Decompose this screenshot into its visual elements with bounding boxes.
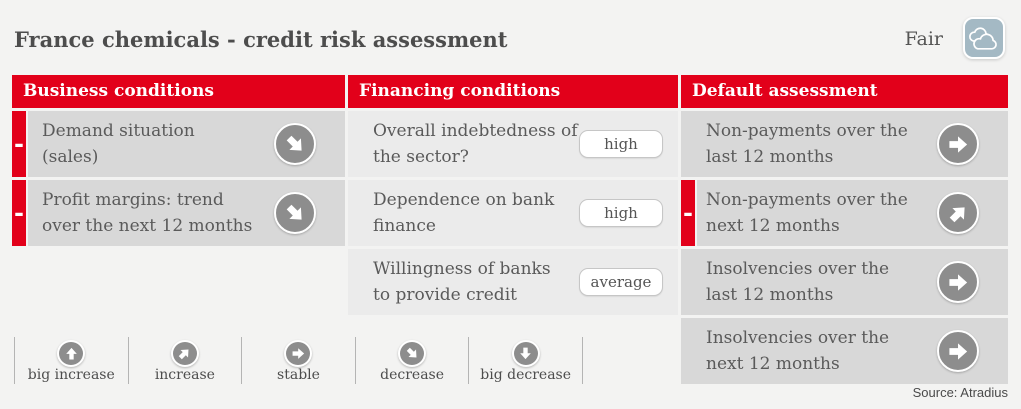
legend-item-big-increase: big increase xyxy=(14,337,128,384)
decrease-icon xyxy=(274,123,316,165)
table-row-nonpayments-last: Non-payments over the last 12 months xyxy=(681,111,1008,177)
increase-icon xyxy=(170,340,199,367)
table-row-profit-margins: - Profit margins: trend over the next 12… xyxy=(12,180,345,246)
table-row-bank-willingness: Willingness of banks to provide credit a… xyxy=(348,249,678,315)
table-row-insolvencies-next: Insolvencies over the next 12 months xyxy=(681,318,1008,384)
stable-icon xyxy=(937,330,979,372)
increase-icon xyxy=(937,192,979,234)
row-label: Non-payments over the last 12 months xyxy=(706,121,908,167)
big-decrease-icon xyxy=(511,340,540,367)
negative-marker: - xyxy=(12,180,26,246)
big-increase-icon xyxy=(57,340,86,367)
row-label: Insolvencies over the next 12 months xyxy=(706,328,890,374)
legend-item-decrease: decrease xyxy=(354,337,469,384)
stable-icon xyxy=(284,340,313,367)
table-row-insolvencies-last: Insolvencies over the last 12 months xyxy=(681,249,1008,315)
stable-icon xyxy=(937,261,979,303)
legend-item-stable: stable xyxy=(241,337,355,384)
table-row-demand-situation: - Demand situation (sales) xyxy=(12,111,345,177)
decrease-icon xyxy=(274,192,316,234)
source-note: Source: Atradius xyxy=(912,385,1008,400)
legend-label: big increase xyxy=(27,367,115,383)
column-default-assessment: Default assessment Non-payments over the… xyxy=(681,75,1008,384)
legend-label: decrease xyxy=(380,367,445,383)
value-badge: high xyxy=(579,199,663,227)
column-header: Default assessment xyxy=(681,75,1008,108)
row-label: Demand situation (sales) xyxy=(42,121,195,167)
row-label: Insolvencies over the last 12 months xyxy=(706,259,890,305)
negative-marker: - xyxy=(12,111,26,177)
page-title: France chemicals - credit risk assessmen… xyxy=(14,27,508,52)
column-business-conditions: Business conditions - Demand situation (… xyxy=(12,75,345,246)
table-row-nonpayments-next: - Non-payments over the next 12 months xyxy=(681,180,1008,246)
negative-marker: - xyxy=(681,180,695,246)
legend-item-big-decrease: big decrease xyxy=(468,337,583,384)
legend-label: big decrease xyxy=(480,367,572,383)
decrease-icon xyxy=(398,340,427,367)
rating-weather-badge xyxy=(963,17,1005,59)
clouds-icon xyxy=(967,23,1001,53)
value-badge: high xyxy=(579,130,663,158)
legend-item-increase: increase xyxy=(127,337,242,384)
legend-label: stable xyxy=(277,367,320,383)
column-header: Financing conditions xyxy=(348,75,678,108)
trend-legend: big increase increase stable decrease bi… xyxy=(14,337,583,384)
column-header: Business conditions xyxy=(12,75,345,108)
legend-label: increase xyxy=(154,367,215,383)
table-row-indebtedness: Overall indebtedness of the sector? high xyxy=(348,111,678,177)
rating-label: Fair xyxy=(904,28,943,50)
stable-icon xyxy=(937,123,979,165)
row-label: Profit margins: trend over the next 12 m… xyxy=(42,190,253,236)
row-label: Willingness of banks to provide credit xyxy=(373,259,551,305)
row-label: Non-payments over the next 12 months xyxy=(706,190,908,236)
table-row-bank-dependence: Dependence on bank finance high xyxy=(348,180,678,246)
column-financing-conditions: Financing conditions Overall indebtednes… xyxy=(348,75,678,315)
row-label: Dependence on bank finance xyxy=(373,190,555,236)
value-badge: average xyxy=(579,268,663,296)
row-label: Overall indebtedness of the sector? xyxy=(373,121,578,167)
